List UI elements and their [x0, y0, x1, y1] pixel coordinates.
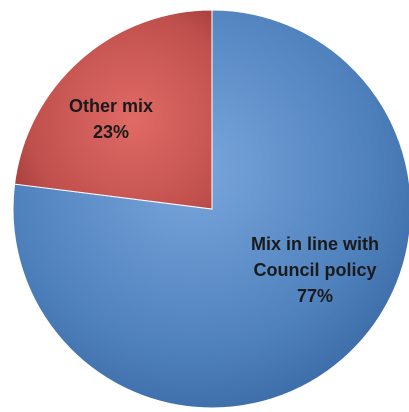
pie-slice-2 — [14, 9, 213, 210]
slices-layer — [12, 9, 409, 409]
slice-label-1-line-1: Mix in line with — [251, 234, 379, 254]
slice-label-2-line-1: Other mix — [69, 96, 153, 116]
slice-label-1-line-2: Council policy — [253, 260, 376, 280]
labels-layer: Mix in line with Council policy 77% Other m… — [69, 96, 379, 306]
slice-value-label-2: 23% — [93, 122, 129, 142]
slice-value-label-1: 77% — [297, 286, 333, 306]
